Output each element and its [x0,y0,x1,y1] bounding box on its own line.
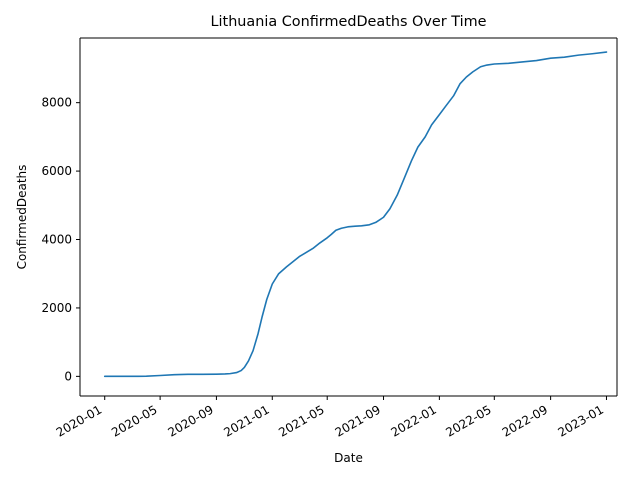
y-axis-ticks: 0 2000 4000 6000 8000 [41,96,80,383]
y-tick-label: 6000 [41,164,72,178]
chart-title: Lithuania ConfirmedDeaths Over Time [211,14,487,30]
y-tick-label: 8000 [41,96,72,110]
y-tick-label: 2000 [41,301,72,315]
x-axis-title: Date [334,451,363,465]
axes-background [80,38,617,396]
y-tick-label: 0 [64,369,72,383]
y-tick-label: 4000 [41,233,72,247]
plot-area: 2020-01 2020-05 2020-09 2021-01 2021-05 2021-… [41,37,618,440]
y-axis-title: ConfirmedDeaths [15,165,29,270]
axes-frame [79,37,618,397]
series-layer [103,51,608,378]
series-line-0 [103,51,608,378]
